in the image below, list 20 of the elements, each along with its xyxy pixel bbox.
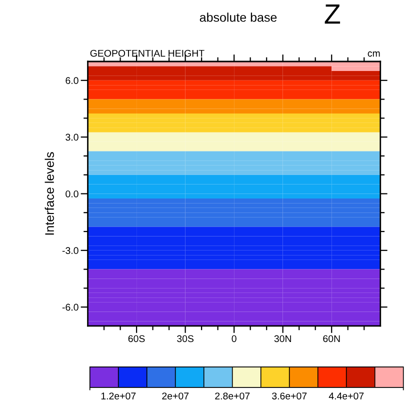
text: GEOPOTENTIAL HEIGHT <box>90 50 204 57</box>
y-tick-label: -3.0 <box>62 247 78 254</box>
x-tick-label: 30N <box>274 335 291 342</box>
y-axis-title: Interface levels <box>44 152 54 235</box>
x-tick-label: 30S <box>177 335 194 342</box>
x-tick-label: 60N <box>323 335 340 342</box>
y-tick-label: -6.0 <box>62 304 78 311</box>
text: cm <box>368 51 380 57</box>
color-bar-label: 2.8e+07 <box>215 392 250 400</box>
y-tick-label: 6.0 <box>66 77 78 84</box>
text: Z <box>324 4 340 24</box>
x-tick-label: 0 <box>232 335 236 342</box>
color-bar-label: 3.6e+07 <box>272 392 307 400</box>
color-bar-label: 1.2e+07 <box>101 392 136 400</box>
color-bar-label: 4.4e+07 <box>328 392 364 400</box>
color-bar-label: 2e+07 <box>162 392 189 400</box>
y-tick-label: 0.0 <box>66 190 78 198</box>
y-tick-label: 3.0 <box>66 134 78 141</box>
chart-title: absolute base <box>200 12 277 22</box>
x-tick-label: 60S <box>128 335 145 342</box>
